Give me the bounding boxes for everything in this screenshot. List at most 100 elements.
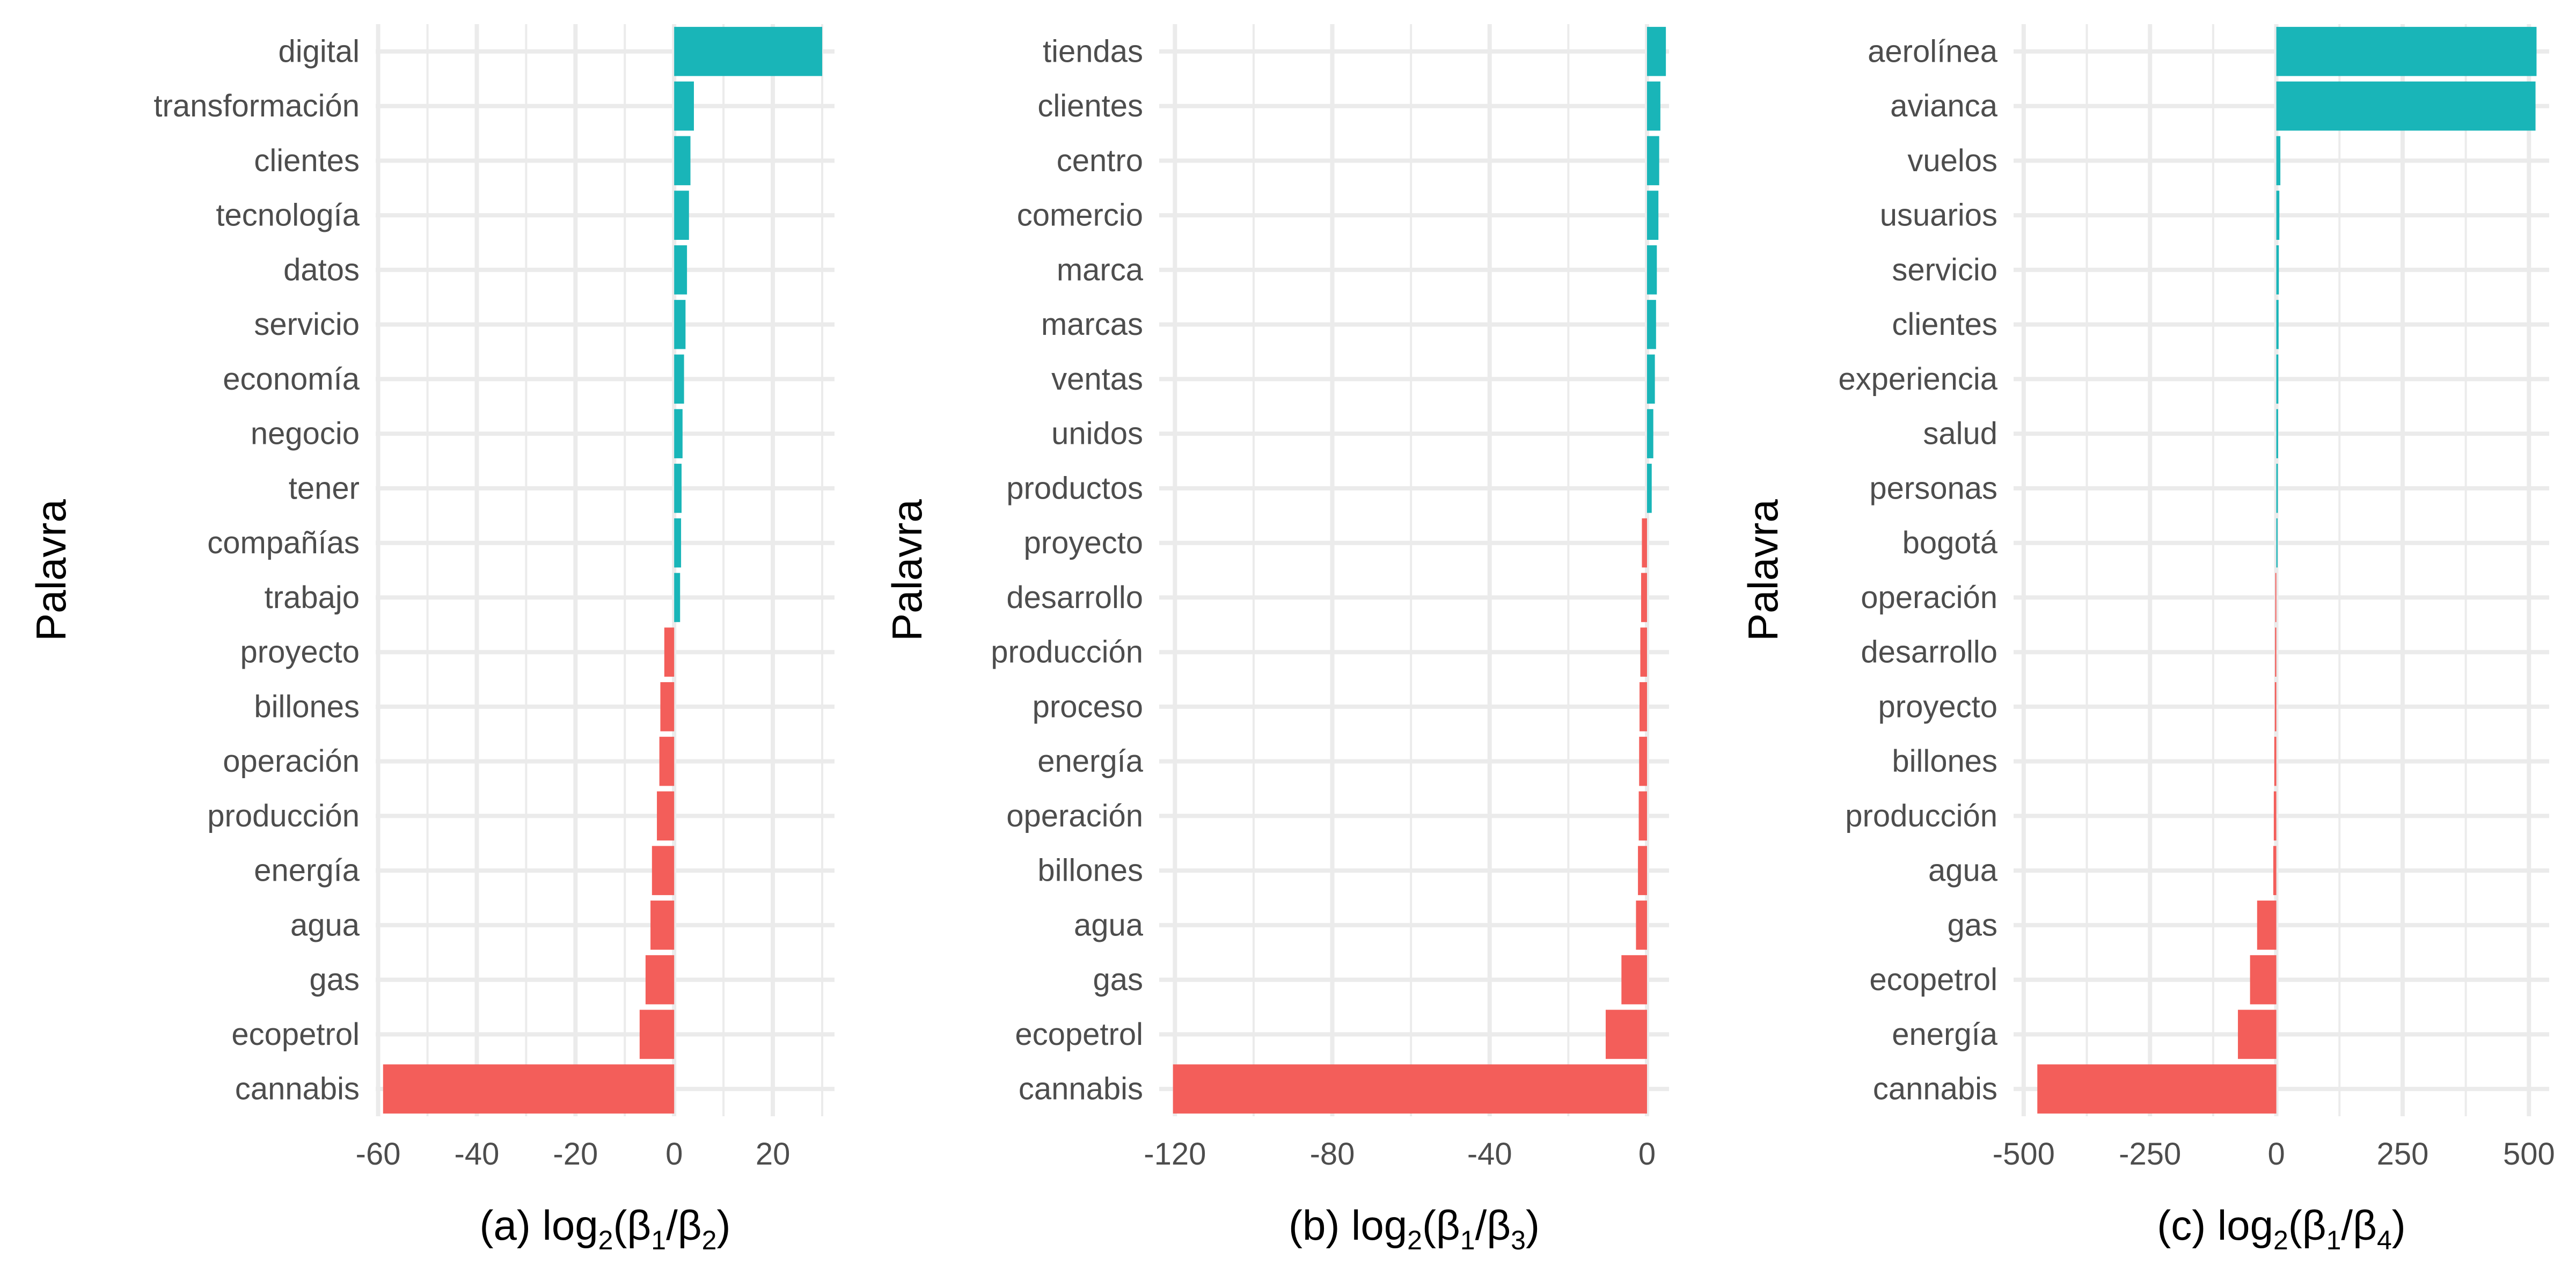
bar-datos — [674, 245, 687, 295]
y-axis-title: Palavra — [1739, 499, 1787, 641]
category-label: producción — [991, 635, 1143, 670]
x-tick-label: -250 — [2119, 1137, 2181, 1172]
category-label: operación — [223, 744, 360, 779]
category-label: desarrollo — [1861, 635, 1997, 670]
bar-desarrollo — [2275, 627, 2277, 677]
bar-gas — [645, 955, 675, 1005]
x-tick-label: -120 — [1144, 1137, 1206, 1172]
bar-aerolínea — [2276, 27, 2537, 76]
bar-producción — [657, 791, 675, 841]
category-label: billones — [1892, 744, 1997, 779]
x-tick-label: 0 — [665, 1137, 683, 1172]
y-axis-title: Palavra — [27, 499, 75, 641]
category-label: bogotá — [1902, 525, 1998, 560]
category-label: avianca — [1890, 89, 1998, 123]
y-axis-title: Palavra — [883, 499, 931, 641]
x-tick-label: -20 — [553, 1137, 598, 1172]
bar-marcas — [1646, 299, 1656, 349]
category-label: personas — [1869, 471, 1997, 506]
x-axis-title: (a) log2(β1/β2) — [480, 1202, 731, 1255]
category-label: usuarios — [1880, 198, 1997, 233]
category-label: comercio — [1017, 198, 1143, 233]
bar-servicio — [2276, 245, 2279, 295]
category-label: servicio — [1892, 252, 1997, 287]
bar-agua — [650, 901, 675, 950]
category-label: billones — [1037, 853, 1143, 888]
bar-producción — [1640, 627, 1647, 677]
category-label: tener — [289, 471, 360, 506]
category-label: cannabis — [1873, 1072, 1997, 1107]
chart-panel-0: digital transformación clientes tecnología d… — [27, 24, 835, 1255]
category-label: trabajo — [265, 580, 360, 615]
x-tick-label: -60 — [356, 1137, 401, 1172]
category-label: producción — [1845, 799, 1997, 833]
bar-economía — [674, 354, 684, 404]
bar-usuarios — [2276, 191, 2280, 240]
bar-agua — [1636, 901, 1647, 950]
category-label: cannabis — [235, 1072, 360, 1107]
category-label: clientes — [1892, 307, 1997, 342]
category-label: ventas — [1051, 362, 1143, 397]
bar-gas — [1621, 955, 1647, 1005]
bar-billones — [2274, 736, 2277, 786]
category-label: operación — [1006, 799, 1143, 833]
bar-bogotá — [2276, 518, 2278, 568]
category-label: producción — [207, 799, 360, 833]
category-label: vuelos — [1907, 143, 1997, 178]
bar-gas — [2257, 901, 2277, 950]
bar-marca — [1646, 245, 1657, 295]
bar-unidos — [1646, 409, 1653, 458]
category-label: gas — [1093, 962, 1143, 997]
category-label: salud — [1923, 416, 1997, 451]
category-label: tiendas — [1043, 34, 1143, 69]
bar-tiendas — [1646, 27, 1666, 76]
category-label: gas — [1947, 908, 1997, 942]
bar-cannabis — [2037, 1064, 2277, 1114]
bar-cannabis — [1173, 1064, 1647, 1114]
category-label: proyecto — [240, 635, 360, 670]
bar-ecopetrol — [639, 1009, 675, 1059]
category-label: desarrollo — [1006, 580, 1143, 615]
bar-servicio — [674, 299, 686, 349]
x-tick-label: -40 — [1467, 1137, 1512, 1172]
bar-salud — [2276, 409, 2278, 458]
category-label: productos — [1006, 471, 1143, 506]
bar-clientes — [1646, 81, 1660, 131]
bar-proyecto — [1642, 518, 1647, 568]
bar-producción — [2273, 791, 2277, 841]
category-label: proyecto — [1878, 689, 1997, 724]
category-label: proceso — [1033, 689, 1143, 724]
category-label: aerolínea — [1868, 34, 1998, 69]
bar-operación — [2275, 573, 2277, 623]
x-axis-title: (c) log2(β1/β4) — [2157, 1202, 2406, 1255]
x-tick-label: -80 — [1310, 1137, 1355, 1172]
category-label: tecnología — [216, 198, 360, 233]
category-label: billones — [254, 689, 360, 724]
category-label: agua — [1074, 908, 1144, 942]
category-label: negocio — [251, 416, 360, 451]
bar-clientes — [674, 136, 691, 186]
bar-transformación — [674, 81, 694, 131]
category-label: energía — [1037, 744, 1143, 779]
category-label: ecopetrol — [1015, 1017, 1143, 1052]
category-label: compañías — [207, 525, 360, 560]
bar-centro — [1646, 136, 1659, 186]
bar-avianca — [2276, 81, 2536, 131]
bar-vuelos — [2276, 136, 2281, 186]
category-label: digital — [278, 34, 360, 69]
bar-productos — [1646, 464, 1652, 513]
category-label: transformación — [153, 89, 360, 123]
bar-operación — [1638, 791, 1647, 841]
chart-panel-2: aerolínea avianca vuelos usuarios servicio cl… — [1739, 24, 2555, 1255]
x-tick-label: 0 — [2267, 1137, 2285, 1172]
category-label: clientes — [1037, 89, 1143, 123]
category-label: marcas — [1041, 307, 1143, 342]
category-label: centro — [1057, 143, 1143, 178]
bar-energía — [1639, 736, 1647, 786]
bar-clientes — [2276, 299, 2279, 349]
category-label: servicio — [254, 307, 360, 342]
bar-digital — [674, 27, 823, 76]
bar-cannabis — [383, 1064, 675, 1114]
bar-compañías — [674, 518, 682, 568]
